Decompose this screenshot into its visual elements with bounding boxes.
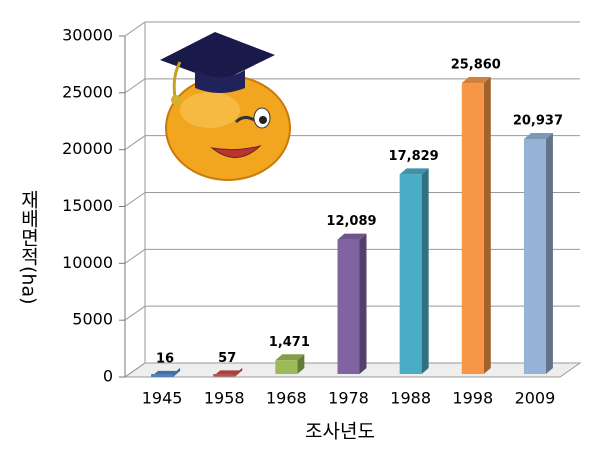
bar	[213, 374, 236, 377]
bar	[337, 239, 360, 374]
x-tick-label: 1958	[204, 389, 245, 408]
bar-side	[359, 233, 367, 374]
bar-side	[483, 77, 491, 375]
x-tick-label: 2009	[515, 389, 556, 408]
y-tick-label: 15000	[62, 196, 113, 215]
bar	[523, 139, 546, 374]
x-tick-label: 1968	[266, 389, 307, 408]
bar	[151, 374, 174, 377]
value-label: 12,089	[326, 214, 376, 229]
value-label: 17,829	[389, 149, 439, 164]
x-axis-label: 조사년도	[305, 421, 375, 443]
bar-top	[523, 133, 553, 140]
value-label: 20,937	[513, 114, 563, 129]
y-tick-label: 25000	[62, 82, 113, 101]
y-tick-label: 10000	[62, 253, 113, 272]
y-tick-label: 0	[103, 367, 113, 386]
grid-diag	[124, 305, 146, 321]
grid-diag	[124, 135, 146, 151]
grid-diag	[124, 248, 146, 264]
bar-side	[545, 133, 553, 374]
mascot	[160, 32, 291, 181]
x-tick-label: 1945	[142, 389, 183, 408]
x-tick-label: 1998	[452, 389, 493, 408]
grid-diag	[124, 362, 146, 378]
value-label: 16	[156, 351, 174, 366]
grid-diag	[124, 192, 146, 207]
y-axis-label: 재배면적(ha)	[18, 190, 40, 305]
value-label: 57	[218, 351, 236, 366]
grid-diag	[124, 78, 146, 94]
x-tick-label: 1978	[328, 389, 369, 408]
bar-side	[297, 354, 305, 374]
bar	[275, 360, 298, 374]
value-label: 1,471	[269, 335, 310, 350]
value-label: 25,860	[451, 58, 501, 73]
bar	[399, 174, 422, 374]
bar-top	[337, 233, 367, 240]
bar-side	[421, 168, 429, 374]
y-tick-label: 30000	[62, 26, 113, 45]
grid-diag	[124, 21, 146, 37]
bar	[461, 83, 484, 375]
y-tick-label: 20000	[62, 139, 113, 158]
y-tick-label: 5000	[72, 310, 113, 329]
bar-top	[461, 77, 491, 84]
bar-top	[275, 354, 305, 361]
bar-top	[399, 168, 429, 175]
x-tick-label: 1988	[390, 389, 431, 408]
